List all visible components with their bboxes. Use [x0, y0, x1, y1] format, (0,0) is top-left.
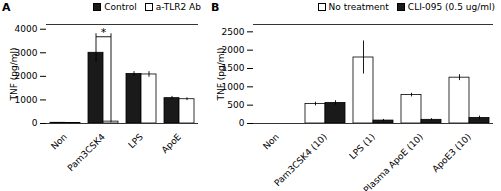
svg-text:0: 0 [32, 118, 38, 128]
html-text:A: A [2, 0, 11, 14]
svg-text:1500: 1500 [221, 63, 245, 74]
svg-text:2000: 2000 [221, 45, 245, 55]
svg-text:LPS: LPS [126, 132, 145, 151]
svg-text:ApoE3 (10): ApoE3 (10) [430, 132, 473, 175]
html-text:a-TLR2 Ab: a-TLR2 Ab [155, 2, 201, 12]
svg-text:1000: 1000 [221, 81, 245, 92]
svg-text:Plasma ApoE (10): Plasma ApoE (10) [362, 132, 425, 191]
svg-text:LPS (1): LPS (1) [347, 132, 377, 162]
html-text:Control: Control [104, 2, 137, 12]
svg-text:3000: 3000 [14, 47, 38, 58]
svg-text:Pam3CSK4: Pam3CSK4 [65, 132, 107, 174]
svg-text:Non: Non [261, 132, 281, 152]
svg-text:Non: Non [49, 132, 69, 152]
svg-text:Pam3CSK4 (10): Pam3CSK4 (10) [272, 132, 329, 189]
svg-text:2000: 2000 [14, 71, 38, 82]
svg-text:*: * [101, 26, 107, 39]
svg-text:4000: 4000 [15, 24, 38, 34]
svg-text:2500: 2500 [222, 27, 245, 37]
html-text:B: B [211, 0, 220, 14]
svg-text:0: 0 [239, 118, 245, 128]
svg-text:TNF (pg/ml): TNF (pg/ml) [9, 47, 19, 101]
html-text:No treatment: No treatment [328, 2, 389, 12]
svg-text:ApoE: ApoE [160, 131, 184, 155]
svg-text:TNF (pg/ml): TNF (pg/ml) [216, 47, 226, 101]
svg-text:500: 500 [227, 100, 244, 110]
html-text:CLI-095 (0.5 ug/ml): CLI-095 (0.5 ug/ml) [407, 2, 495, 12]
svg-text:1000: 1000 [14, 94, 38, 105]
